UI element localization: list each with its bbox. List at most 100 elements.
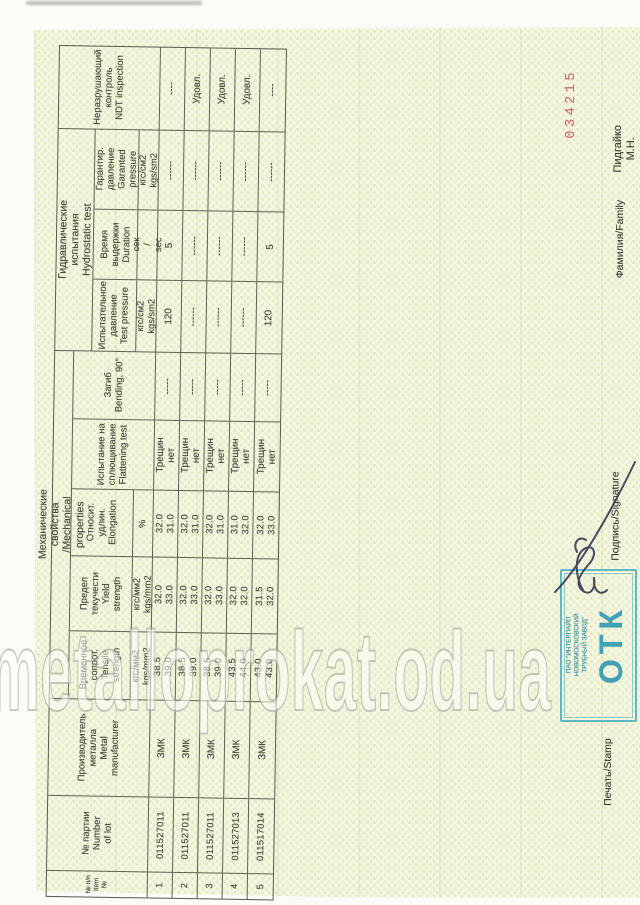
column-header-flattening-label: Испытание на сплющивание Flattening test: [96, 423, 131, 486]
column-header-flattening: Испытание на сплющивание Flattening test: [72, 419, 156, 491]
unit-guaranteed-pressure-label: кгс/см2 kgs/sm2: [137, 152, 159, 188]
unit-elongation: %: [132, 490, 155, 558]
cell-bending-2-value: -----: [186, 378, 199, 395]
cell-manufacturer-5-value: ЗМК: [256, 740, 268, 761]
cell-guaranteed-pressure-2-value: ------: [190, 160, 202, 181]
cell-duration-3: ------: [207, 211, 234, 282]
cell-guaranteed-pressure-5: ------: [258, 132, 285, 213]
cell-yield-strength-3-value: 32.0 33.0: [203, 585, 225, 606]
watermark: metalloprokat.od.ua: [0, 609, 552, 734]
stamp-org-text: ПАО "ИНТЕРПАЙП НОВОМОСКОВСКИЙ ТРУБНЫЙ ЗА…: [565, 613, 588, 677]
cell-ndt-4-value: Удовл.: [241, 74, 253, 106]
cell-duration-1-value: 5: [164, 242, 176, 249]
column-header-bending-label: Загиб Bending, 90°: [102, 358, 126, 413]
cell-yield-strength-1-value: 32.0 33.0: [153, 584, 175, 605]
column-header-ndt-label: Неразрушающий контроль NDT inspection: [92, 49, 127, 126]
cell-bending-3: -----: [205, 353, 232, 422]
cell-ndt-3-value: Удовл.: [216, 74, 228, 105]
column-header-elongation: Относит. удлин. Elongation: [70, 489, 135, 558]
cell-item-number-4: 4: [222, 873, 249, 900]
cell-lot-number-2: 011527011: [173, 797, 200, 874]
otk-stamp: ПАО "ИНТЕРПАЙП НОВОМОСКОВСКИЙ ТРУБНЫЙ ЗА…: [560, 569, 637, 722]
cell-ndt-5: ----: [259, 49, 286, 133]
cell-flattening-3-value: Трещин нет: [204, 438, 228, 474]
cell-lot-number-1-value: 011527011: [154, 810, 166, 859]
cell-yield-strength-4-value: 32.0 32.0: [228, 586, 250, 606]
column-header-item-number: № п/п Item №: [46, 870, 149, 898]
cell-flattening-4: Трещин нет: [229, 421, 256, 493]
cell-item-number-3: 3: [197, 873, 224, 899]
cell-lot-number-5: 011517014: [248, 799, 275, 875]
cell-duration-4-value: ------: [239, 236, 251, 257]
cell-test-pressure-4-value: ------: [237, 307, 250, 328]
unit-elongation-label: %: [137, 519, 148, 528]
cell-item-number-2: 2: [172, 872, 199, 899]
family-label: Фамилия/Family: [610, 198, 630, 280]
signature: [554, 461, 636, 594]
column-header-lot-number: № партии Number of lot: [47, 795, 150, 873]
cell-manufacturer-3-value: ЗМК: [206, 739, 218, 760]
cell-lot-number-4-value: 011527013: [229, 811, 241, 861]
serial-number-value: 034215: [564, 69, 580, 139]
cell-elongation-4-value: 31.0 32.0: [229, 515, 251, 535]
cell-duration-3-value: ------: [214, 236, 226, 256]
cell-yield-strength-2-value: 32.0 33.0: [178, 585, 200, 605]
cell-guaranteed-pressure-1: ------: [158, 130, 185, 211]
cell-test-pressure-1: 120: [156, 280, 183, 353]
cell-bending-1: -----: [155, 352, 182, 421]
cell-item-number-3-value: 3: [204, 883, 215, 889]
stamp-label-text: Печать/Stamp: [601, 738, 614, 806]
cell-elongation-3-value: 32.0 31.0: [204, 514, 226, 535]
cell-lot-number-3-value: 011527011: [204, 811, 216, 860]
cell-test-pressure-2: ------: [181, 280, 208, 354]
cell-elongation-1: 32.0 31.0: [152, 490, 180, 558]
cell-elongation-2: 32.0 31.0: [177, 490, 205, 559]
cell-guaranteed-pressure-3-value: ------: [215, 161, 227, 181]
cell-item-number-1-value: 1: [154, 882, 165, 889]
cell-lot-number-1: 011527011: [148, 797, 175, 873]
unit-duration: сек / sec: [131, 210, 163, 281]
column-header-guaranteed-pressure: Гарантир. давление Garanted pressure: [94, 129, 140, 211]
cell-bending-4-value: -----: [236, 379, 249, 396]
unit-guaranteed-pressure: кгс/см2 kgs/sm2: [137, 130, 160, 211]
cell-elongation-5-value: 32.0 33.0: [255, 515, 277, 536]
cell-guaranteed-pressure-5-value: ------: [265, 161, 277, 182]
cell-duration-2: ------: [182, 210, 209, 282]
cell-duration-5: 5: [257, 212, 284, 283]
column-header-ndt: Неразрушающий контроль NDT inspection: [58, 46, 161, 131]
cell-guaranteed-pressure-3: ------: [208, 131, 235, 212]
cell-duration-4: ------: [232, 211, 259, 283]
cell-bending-4: -----: [230, 353, 257, 423]
inspector-name: Пидгайко М.Н.: [612, 108, 637, 190]
cell-test-pressure-2-value: ------: [187, 306, 200, 327]
cell-flattening-5: Трещин нет: [254, 422, 281, 493]
cell-flattening-3: Трещин нет: [204, 421, 231, 492]
cell-bending-3-value: -----: [211, 378, 224, 396]
cell-flattening-5-value: Трещин нет: [255, 439, 279, 475]
cell-flattening-4-value: Трещин нет: [229, 438, 253, 475]
cell-test-pressure-5: 120: [256, 282, 283, 355]
cell-yield-strength-5-value: 31.5 32.0: [253, 586, 276, 607]
column-header-test-pressure-label: Испытательное давление Test pressure: [97, 280, 132, 350]
cell-duration-5-value: 5: [264, 244, 276, 250]
unit-test-pressure-label: кгс/см2 kgs/sm2: [135, 298, 157, 334]
column-header-lot-number-label: № партии Number of lot: [80, 811, 115, 856]
cell-item-number-5-value: 5: [254, 883, 265, 890]
cell-flattening-2-value: Трещин нет: [179, 437, 203, 474]
column-header-item-number-label: № п/п Item №: [84, 874, 108, 894]
cell-elongation-3: 32.0 31.0: [202, 491, 230, 559]
column-header-bending: Загиб Bending, 90°: [73, 351, 157, 421]
cell-flattening-1: Трещин нет: [154, 420, 181, 491]
cell-guaranteed-pressure-1-value: ------: [165, 160, 177, 181]
cell-flattening-2: Трещин нет: [179, 420, 206, 492]
cell-item-number-1: 1: [147, 872, 174, 898]
test-report-table: Гидравлические испытания Hydrostatic tes…: [37, 45, 287, 901]
cell-manufacturer-4-value: ЗМК: [231, 739, 243, 760]
cell-flattening-1-value: Трещин нет: [154, 437, 178, 473]
cell-test-pressure-3: ------: [206, 281, 233, 354]
cell-elongation-1-value: 32.0 31.0: [154, 513, 176, 534]
cell-ndt-1-value: ----: [166, 82, 178, 96]
cell-guaranteed-pressure-4: ------: [233, 131, 260, 213]
group-header-hydrostatic-label: Гидравлические испытания Hydrostatic tes…: [56, 200, 94, 280]
